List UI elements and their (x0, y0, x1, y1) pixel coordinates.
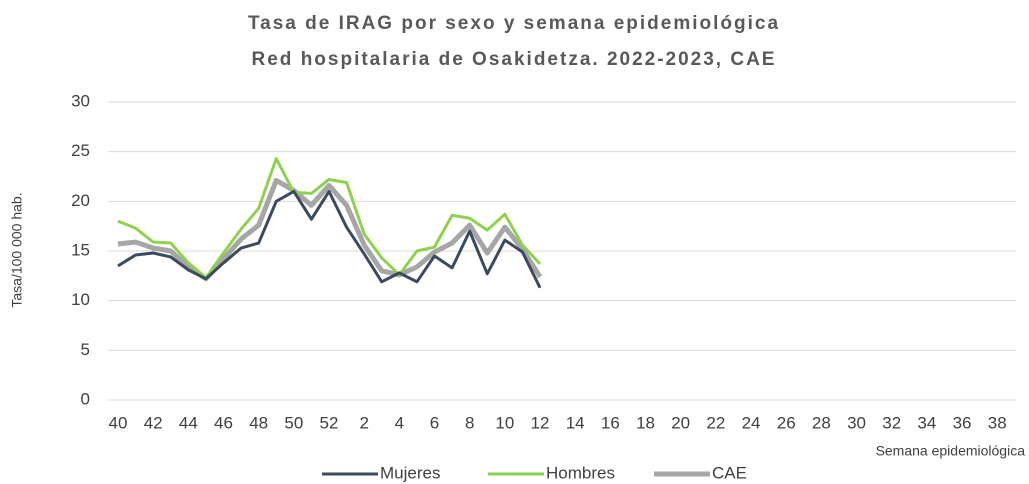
legend-label: CAE (712, 463, 747, 482)
x-tick-label: 16 (601, 413, 620, 432)
x-tick-label: 44 (179, 413, 198, 432)
series-line (117, 189, 542, 289)
x-tick-label: 40 (109, 413, 128, 432)
y-tick-label: 20 (71, 191, 90, 210)
y-tick-label: 15 (71, 240, 90, 259)
legend-label: Mujeres (380, 463, 440, 482)
x-tick-label: 18 (636, 413, 655, 432)
x-tick-label: 22 (706, 413, 725, 432)
x-tick-label: 32 (882, 413, 901, 432)
x-tick-label: 12 (531, 413, 550, 432)
series-line (117, 157, 542, 280)
chart-title: Tasa de IRAG por sexo y semana epidemiol… (248, 13, 780, 34)
series-line (117, 177, 543, 282)
x-tick-label: 38 (988, 413, 1007, 432)
x-tick-label: 28 (812, 413, 831, 432)
x-tick-label: 10 (495, 413, 514, 432)
y-axis-label: Tasa/100 000 hab. (9, 192, 25, 307)
x-tick-label: 52 (320, 413, 339, 432)
x-tick-label: 42 (144, 413, 163, 432)
x-tick-label: 34 (917, 413, 936, 432)
x-tick-label: 26 (777, 413, 796, 432)
x-tick-label: 4 (395, 413, 404, 432)
x-tick-label: 36 (953, 413, 972, 432)
y-tick-label: 5 (81, 340, 90, 359)
x-tick-label: 46 (214, 413, 233, 432)
y-tick-label: 10 (71, 290, 90, 309)
x-axis-label: Semana epidemiológica (876, 443, 1026, 459)
chart-subtitle: Red hospitalaria de Osakidetza. 2022-202… (252, 49, 777, 70)
x-tick-label: 24 (742, 413, 761, 432)
x-tick-label: 48 (249, 413, 268, 432)
y-tick-label: 0 (81, 389, 90, 408)
x-tick-label: 14 (566, 413, 585, 432)
x-tick-label: 50 (284, 413, 303, 432)
x-tick-label: 6 (430, 413, 439, 432)
x-tick-label: 2 (359, 413, 368, 432)
y-tick-label: 25 (71, 141, 90, 160)
y-tick-label: 30 (71, 91, 90, 110)
legend-label: Hombres (546, 463, 615, 482)
x-tick-label: 20 (671, 413, 690, 432)
x-tick-label: 8 (465, 413, 474, 432)
x-tick-label: 30 (847, 413, 866, 432)
